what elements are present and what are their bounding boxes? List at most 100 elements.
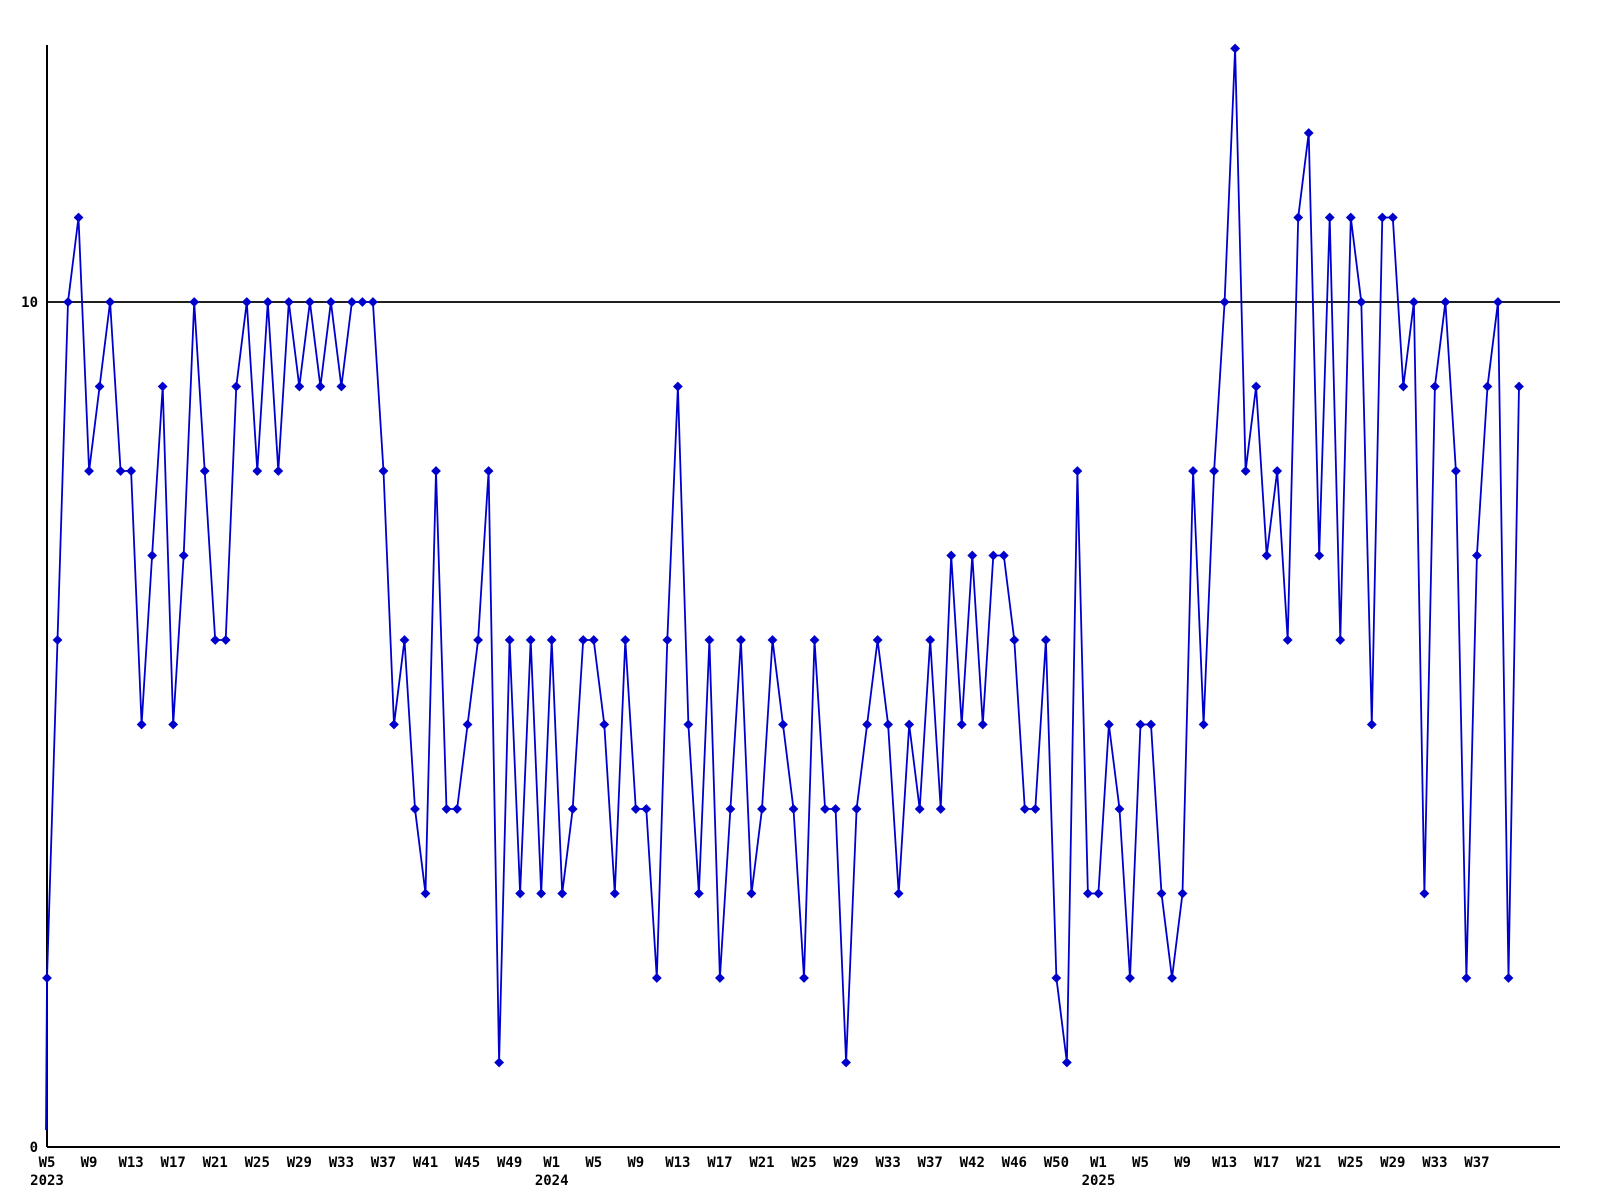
data-point-marker: [767, 635, 778, 645]
data-point-marker: [956, 719, 967, 730]
x-axis-tick-label: W50: [1044, 1155, 1069, 1171]
data-point-marker: [1429, 381, 1440, 392]
data-point-marker: [1293, 212, 1304, 223]
x-axis-tick-label: W1: [543, 1155, 560, 1171]
data-point-marker: [841, 1057, 851, 1068]
data-point-marker: [1093, 888, 1104, 899]
data-point-marker: [788, 804, 799, 814]
data-point-marker: [220, 635, 231, 645]
data-point-marker: [967, 550, 978, 561]
x-axis-tick-label: W17: [161, 1155, 186, 1171]
data-point-marker: [1030, 804, 1041, 814]
data-point-marker: [126, 466, 137, 476]
data-point-marker: [557, 888, 568, 899]
data-point-marker: [136, 719, 147, 730]
data-point-marker: [73, 212, 84, 223]
data-point-marker: [452, 804, 462, 814]
x-axis-tick-label: W17: [1254, 1155, 1279, 1171]
data-point-marker: [42, 973, 52, 983]
data-point-marker: [1198, 719, 1209, 730]
data-point-marker: [483, 466, 494, 476]
data-point-marker: [410, 804, 420, 814]
x-axis-year-label: 2025: [1082, 1173, 1116, 1189]
data-point-marker: [63, 297, 73, 307]
data-point-marker: [1440, 297, 1451, 307]
data-point-marker: [536, 888, 547, 899]
data-point-marker: [757, 804, 767, 814]
data-point-marker: [1072, 466, 1083, 476]
data-point-marker: [378, 466, 389, 476]
data-point-marker: [620, 635, 631, 645]
data-point-marker: [1125, 973, 1135, 983]
x-axis-tick-label: W29: [1380, 1155, 1405, 1171]
x-axis-tick-label: W46: [1002, 1155, 1027, 1171]
data-point-marker: [736, 635, 746, 645]
data-point-marker: [252, 466, 263, 476]
data-point-marker: [52, 635, 63, 645]
data-point-marker: [515, 888, 526, 899]
data-point-marker: [210, 635, 221, 645]
data-point-marker: [1135, 719, 1146, 730]
data-point-marker: [1408, 297, 1419, 307]
data-point-marker: [630, 804, 641, 814]
data-point-marker: [389, 719, 399, 730]
data-point-marker: [1514, 381, 1524, 392]
data-point-marker: [820, 804, 830, 814]
data-point-marker: [946, 550, 957, 561]
data-point-marker: [231, 381, 242, 392]
data-point-marker: [893, 888, 904, 899]
data-point-marker: [94, 381, 105, 392]
data-point-marker: [1019, 804, 1030, 814]
x-axis-tick-label: W13: [118, 1155, 143, 1171]
data-point-marker: [1356, 297, 1367, 307]
data-point-marker: [1156, 888, 1167, 899]
data-point-marker: [273, 466, 284, 476]
data-point-marker: [851, 804, 862, 814]
data-point-marker: [1114, 804, 1125, 814]
data-point-marker: [809, 635, 820, 645]
data-point-marker: [609, 888, 620, 899]
data-point-marker: [567, 804, 578, 814]
data-point-marker: [683, 719, 694, 730]
x-axis-tick-label: W45: [455, 1155, 480, 1171]
data-point-marker: [988, 550, 999, 561]
x-axis-tick-label: W5: [1132, 1155, 1149, 1171]
data-point-marker: [872, 635, 883, 645]
x-axis-tick-label: W1: [1090, 1155, 1107, 1171]
data-point-marker: [1482, 381, 1493, 392]
data-point-marker: [651, 973, 662, 983]
data-point-marker: [830, 804, 841, 814]
data-point-marker: [1335, 635, 1346, 645]
data-point-marker: [588, 635, 599, 645]
x-axis-tick-label: W25: [245, 1155, 270, 1171]
x-axis-tick-label: W9: [81, 1155, 98, 1171]
data-point-marker: [1083, 888, 1093, 899]
data-point-marker: [525, 635, 536, 645]
x-axis-tick-label: W42: [960, 1155, 985, 1171]
x-axis-tick-label: W5: [39, 1155, 56, 1171]
data-point-marker: [1324, 212, 1335, 223]
data-point-marker: [1251, 381, 1262, 392]
data-point-marker: [325, 297, 336, 307]
data-point-marker: [1303, 128, 1314, 138]
x-axis-year-label: 2023: [30, 1173, 64, 1189]
data-point-marker: [1314, 550, 1325, 561]
x-axis-tick-label: W33: [1422, 1155, 1447, 1171]
x-axis-tick-label: W21: [749, 1155, 774, 1171]
data-point-marker: [672, 381, 683, 392]
data-point-marker: [725, 804, 736, 814]
x-axis-tick-label: W25: [791, 1155, 816, 1171]
data-point-marker: [578, 635, 589, 645]
data-point-marker: [1261, 550, 1272, 561]
data-point-marker: [304, 297, 315, 307]
x-axis-tick-label: W33: [329, 1155, 354, 1171]
y-axis-tick-label: 10: [21, 295, 38, 311]
data-point-marker: [1040, 635, 1051, 645]
data-point-marker: [1209, 466, 1219, 476]
data-point-marker: [1282, 635, 1293, 645]
data-point-marker: [494, 1057, 505, 1068]
data-point-marker: [977, 719, 988, 730]
x-axis-tick-label: W29: [833, 1155, 858, 1171]
